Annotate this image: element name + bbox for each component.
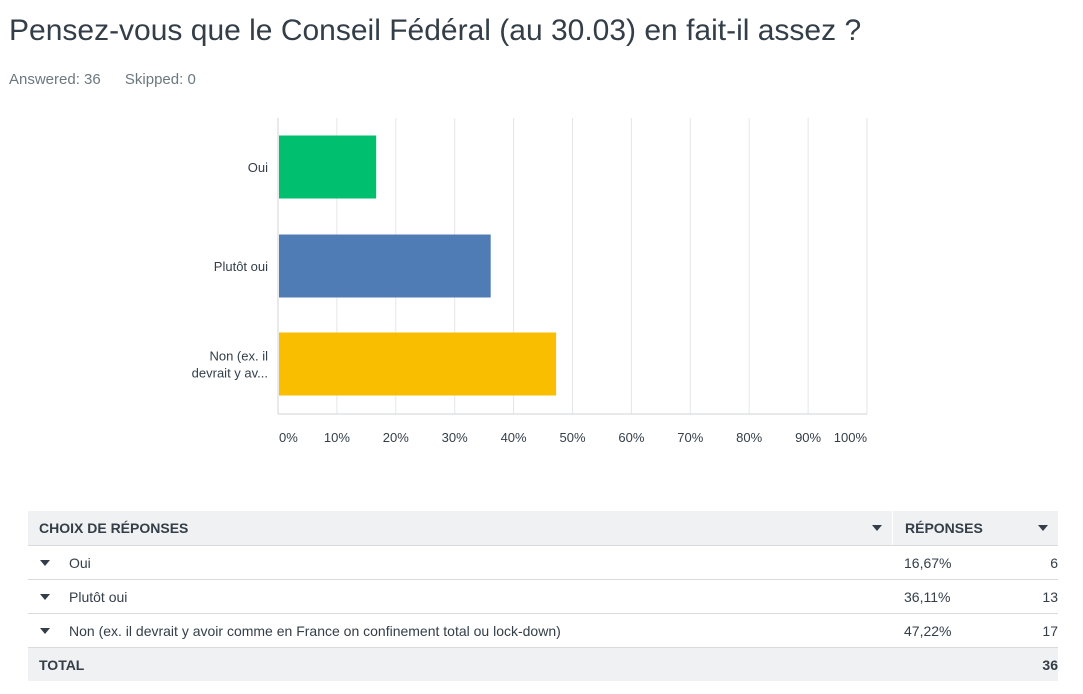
table-header: CHOIX DE RÉPONSES RÉPONSES (28, 511, 1058, 546)
category-label: Plutôt oui (214, 259, 268, 274)
response-percent: 36,11% (904, 588, 951, 605)
category-label: Oui (248, 160, 268, 175)
bar-chart: Oui Plutôt oui Non (ex. il devrait y av... 0… (192, 118, 868, 445)
choice-label: Oui (69, 554, 91, 571)
sort-caret-icon[interactable] (1038, 525, 1048, 531)
header-choices[interactable]: CHOIX DE RÉPONSES (28, 511, 892, 545)
bar (279, 332, 557, 396)
header-choices-label: CHOIX DE RÉPONSES (39, 520, 189, 536)
response-count: 13 (1042, 588, 1058, 605)
x-tick-label: 10% (324, 430, 350, 445)
x-tick-label: 0% (279, 430, 298, 445)
table-row: Plutôt oui 36,11% 13 (28, 580, 1058, 614)
skipped-count: Skipped: 0 (124, 71, 196, 88)
response-percent: 47,22% (904, 622, 952, 639)
answered-count: Answered: 36 (9, 71, 101, 88)
x-tick-label: 60% (618, 430, 644, 445)
x-tick-label: 30% (442, 430, 468, 445)
table-row: Oui 16,67% 6 (28, 546, 1058, 580)
response-percent: 16,67% (904, 554, 952, 571)
x-tick-label: 40% (501, 430, 527, 445)
x-tick-label: 50% (559, 430, 585, 445)
expand-caret-icon[interactable] (40, 627, 50, 634)
x-tick-label: 20% (383, 430, 409, 445)
bar (279, 234, 491, 298)
category-label: devrait y av... (192, 366, 268, 381)
header-responses-label: RÉPONSES (905, 520, 983, 536)
total-label: TOTAL (39, 656, 85, 673)
x-tick-label: 100% (834, 430, 868, 445)
expand-caret-icon[interactable] (40, 559, 50, 566)
choice-label: Plutôt oui (69, 588, 128, 605)
bar (279, 135, 377, 199)
response-count: 17 (1042, 622, 1058, 639)
sort-caret-icon[interactable] (872, 525, 882, 531)
x-tick-label: 80% (736, 430, 762, 445)
response-stats: Answered: 36 Skipped: 0 (9, 71, 216, 88)
choice-label: Non (ex. il devrait y avoir comme en Fra… (69, 622, 561, 639)
header-responses[interactable]: RÉPONSES (892, 511, 1058, 545)
x-tick-label: 90% (795, 430, 821, 445)
table-row: Non (ex. il devrait y avoir comme en Fra… (28, 614, 1058, 648)
response-count: 6 (1050, 554, 1058, 571)
table-total-row: TOTAL 36 (28, 648, 1058, 681)
category-label: Non (ex. il (209, 349, 268, 364)
expand-caret-icon[interactable] (40, 593, 50, 600)
x-tick-label: 70% (677, 430, 703, 445)
page-title: Pensez-vous que le Conseil Fédéral (au 3… (9, 14, 862, 47)
responses-table: CHOIX DE RÉPONSES RÉPONSES Oui 16,67% 6 … (28, 511, 1058, 681)
total-value: 36 (1042, 656, 1058, 673)
